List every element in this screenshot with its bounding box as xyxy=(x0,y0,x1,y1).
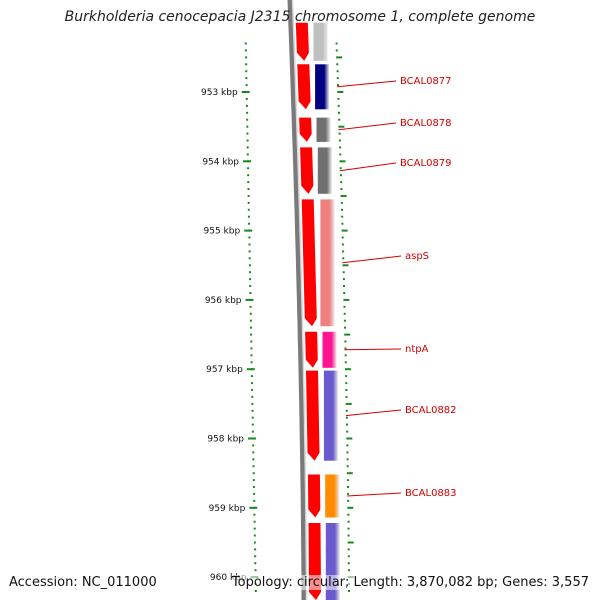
tick-label: 958 kbp xyxy=(207,435,244,445)
tick-label: 956 kbp xyxy=(205,296,242,306)
gene-label: BCAL0882 xyxy=(405,405,457,416)
gene-label: BCAL0878 xyxy=(400,118,452,129)
cog-bar xyxy=(322,331,337,368)
cog-bar xyxy=(316,117,331,142)
tick-label: 960 kbp xyxy=(210,573,247,583)
topology-text: Topology: circular; Length: 3,870,082 bp… xyxy=(231,575,589,590)
tick-label: 959 kbp xyxy=(209,504,246,514)
gene-arrow xyxy=(299,117,312,142)
gene-arrow xyxy=(305,331,318,368)
gene-label: BCAL0877 xyxy=(400,76,452,87)
label-leader xyxy=(347,492,402,497)
cog-bar xyxy=(320,199,335,327)
gene-features xyxy=(295,22,340,600)
gene-arrow xyxy=(295,22,309,61)
gene-arrow xyxy=(306,370,320,461)
map-title: Burkholderia cenocepacia J2315 chromosom… xyxy=(64,9,536,25)
gene-labels: BCAL0877 BCAL0878 BCAL0879 aspS ntpA BCAL0882… xyxy=(337,76,457,499)
tick-label: 957 kbp xyxy=(206,365,243,375)
cog-bar xyxy=(315,64,330,110)
gene-arrow xyxy=(297,64,311,110)
gene-label: aspS xyxy=(405,251,429,262)
label-leader xyxy=(342,255,402,264)
label-leader xyxy=(344,348,402,351)
gene-label: BCAL0879 xyxy=(400,158,452,169)
gene-label: ntpA xyxy=(405,344,429,355)
ruler-ticks: 953 kbp 954 kbp 955 kbp 956 kbp 957 kbp 958 k… xyxy=(201,88,259,583)
label-leader xyxy=(339,162,397,172)
gene-label: BCAL0883 xyxy=(405,488,457,499)
label-leader xyxy=(337,80,397,88)
tick-label: 955 kbp xyxy=(204,227,241,237)
cog-bar xyxy=(317,147,332,194)
tick-label: 954 kbp xyxy=(202,157,239,167)
backbone-track xyxy=(287,0,307,600)
gene-arrow xyxy=(301,199,317,327)
cog-bar xyxy=(313,22,328,61)
label-leader xyxy=(345,409,402,417)
backbone-highlight xyxy=(291,0,308,600)
cog-bar xyxy=(325,474,340,518)
gene-arrow xyxy=(300,147,314,194)
minor-ticks xyxy=(244,42,354,592)
gene-arrow xyxy=(307,474,321,518)
cog-bar xyxy=(323,370,338,461)
label-leader xyxy=(338,122,397,131)
accession-text: Accession: NC_011000 xyxy=(9,575,157,590)
tick-label: 953 kbp xyxy=(201,88,238,98)
